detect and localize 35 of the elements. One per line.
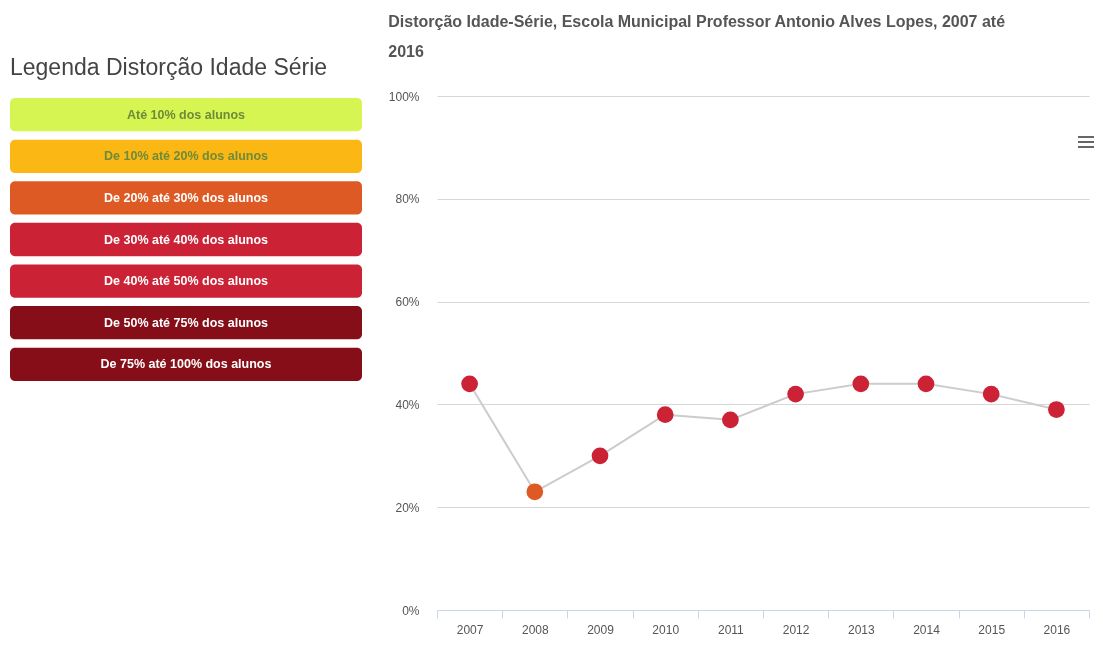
point <box>722 411 739 429</box>
x-tick-label: 2007 <box>456 622 484 637</box>
y-tick-label: 0% <box>402 603 420 618</box>
text: Legenda Distorção Idade Série <box>10 54 328 80</box>
x-tick-label: 2012 <box>782 622 810 637</box>
point <box>526 483 544 501</box>
y-tick-label: 100% <box>388 89 420 104</box>
point <box>1048 401 1065 418</box>
point <box>787 385 804 403</box>
y-tick-label: 60% <box>395 295 420 310</box>
point <box>852 375 870 393</box>
point <box>591 447 609 465</box>
x-tick-label: 2014 <box>913 622 941 637</box>
x-tick-label: 2009 <box>587 622 615 637</box>
category-label: De 75% até 100% dos alunos <box>100 357 272 372</box>
chart-title: Distorção Idade-Série, Escola Municipal Professor Antonio Alves Lopes, 2007 até 2016 <box>388 13 1006 60</box>
point <box>656 406 674 424</box>
category-label: De 10% até 20% dos alunos <box>104 149 269 164</box>
category-label: De 30% até 40% dos alunos <box>104 232 269 247</box>
x-tick-label: 2015 <box>978 622 1006 637</box>
category-label: De 50% até 75% dos alunos <box>104 315 269 330</box>
x-tick-label: 2008 <box>521 622 549 637</box>
y-tick-label: 40% <box>395 397 420 412</box>
x-tick-label: 2016 <box>1043 622 1071 637</box>
point <box>982 385 1000 403</box>
x-tick-label: 2010 <box>652 622 680 637</box>
y-tick-label: 80% <box>395 192 420 207</box>
point <box>917 375 935 393</box>
category-label: De 20% até 30% dos alunos <box>104 190 269 205</box>
category-label: Até 10% dos alunos <box>126 107 246 122</box>
x-tick-label: 2011 <box>717 622 745 637</box>
point <box>461 375 478 393</box>
category-label: De 40% até 50% dos alunos <box>104 274 269 289</box>
y-tick-label: 20% <box>395 500 420 515</box>
x-tick-label: 2013 <box>847 622 875 637</box>
